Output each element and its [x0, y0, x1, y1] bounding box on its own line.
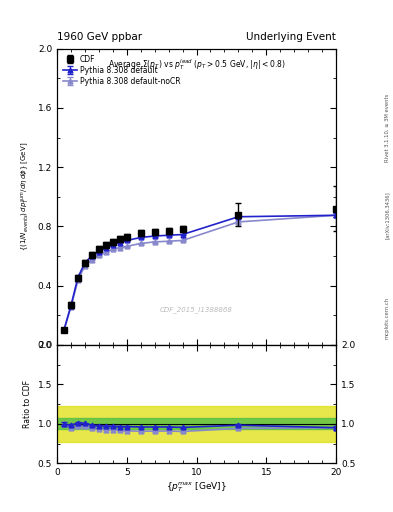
Text: 1960 GeV ppbar: 1960 GeV ppbar [57, 32, 142, 42]
Text: Rivet 3.1.10, ≥ 3M events: Rivet 3.1.10, ≥ 3M events [385, 94, 389, 162]
Text: CDF_2015_I1388868: CDF_2015_I1388868 [160, 306, 233, 313]
Text: Average $\Sigma(p_T)$ vs $p_T^{lead}$ ($p_T > 0.5$ GeV, $|\eta| < 0.8$): Average $\Sigma(p_T)$ vs $p_T^{lead}$ ($… [108, 57, 285, 72]
Text: mcplots.cern.ch: mcplots.cern.ch [385, 296, 389, 338]
Text: [arXiv:1306.3436]: [arXiv:1306.3436] [385, 191, 389, 239]
Bar [57, 418, 336, 430]
Legend: CDF, Pythia 8.308 default, Pythia 8.308 default-noCR: CDF, Pythia 8.308 default, Pythia 8.308 … [61, 52, 183, 88]
X-axis label: $\{p_T^{max}$ [GeV]$\}$: $\{p_T^{max}$ [GeV]$\}$ [166, 480, 227, 494]
Y-axis label: $\{(1/N_{events})\,dp_T^{sum}/d\eta\,d\phi\}$ [GeV]: $\{(1/N_{events})\,dp_T^{sum}/d\eta\,d\p… [20, 142, 32, 251]
Text: Underlying Event: Underlying Event [246, 32, 336, 42]
Y-axis label: Ratio to CDF: Ratio to CDF [23, 380, 32, 428]
Bar [57, 406, 336, 442]
